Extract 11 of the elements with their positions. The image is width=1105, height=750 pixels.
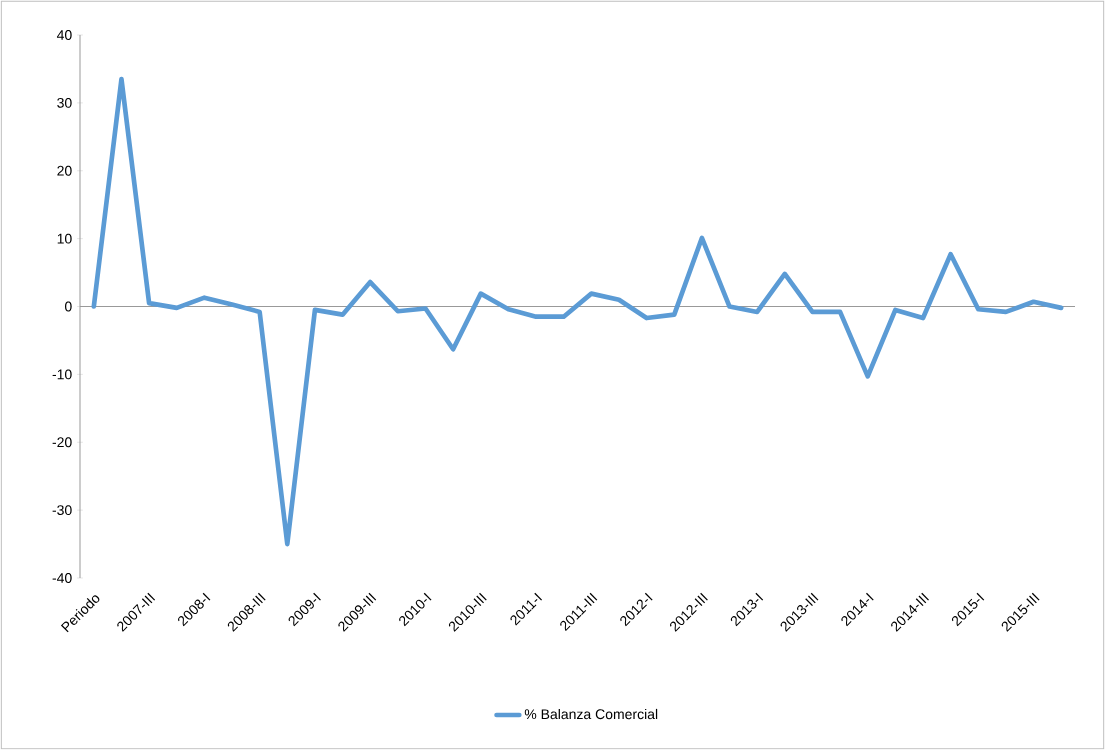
y-tick-label: 20 <box>57 165 72 176</box>
y-tick-label: -40 <box>52 573 72 583</box>
y-tick-label: 40 <box>56 30 72 40</box>
y-tick-label: -10 <box>52 369 72 380</box>
legend-label: % Balanza Comercial <box>524 708 658 720</box>
y-tick-label: -20 <box>52 437 72 448</box>
y-tick-label: 30 <box>57 97 72 108</box>
y-tick-label: 10 <box>57 233 72 244</box>
line-series <box>91 76 1064 547</box>
y-tick-label: -30 <box>52 505 72 516</box>
y-tick-label: 0 <box>64 301 72 312</box>
